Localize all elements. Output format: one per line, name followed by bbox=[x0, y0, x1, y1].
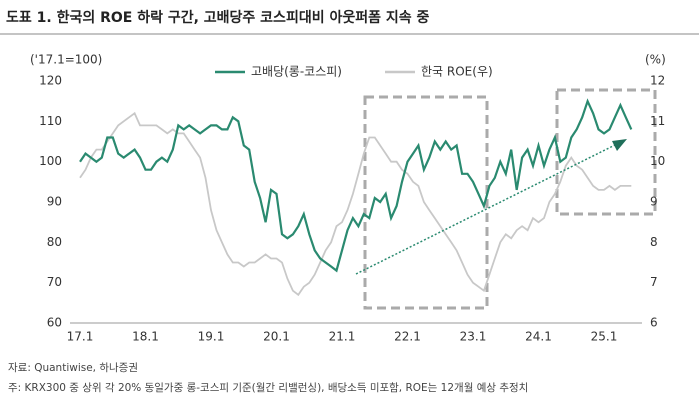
x-tick-label: 17.1 bbox=[67, 330, 94, 344]
arrow-head bbox=[612, 139, 627, 151]
y-tick-label: 110 bbox=[39, 114, 62, 128]
series-line bbox=[79, 98, 633, 273]
trend-arrow bbox=[355, 144, 616, 275]
y-axis-label: ('17.1=100) bbox=[30, 53, 102, 67]
x-tick-label: 18.1 bbox=[132, 330, 159, 344]
y-tick-label: 60 bbox=[47, 316, 62, 330]
y2-tick-label: 8 bbox=[650, 235, 658, 249]
footnote: 주: KRX300 중 상위 각 20% 동일가중 롱-코스피 기준(월간 리밸… bbox=[8, 381, 528, 394]
y-tick-label: 120 bbox=[39, 74, 62, 88]
x-tick-label: 25.1 bbox=[591, 330, 618, 344]
y-tick-label: 70 bbox=[47, 275, 62, 289]
highlight-box bbox=[555, 88, 657, 216]
y2-tick-label: 11 bbox=[650, 114, 665, 128]
y2-tick-label: 9 bbox=[650, 195, 658, 209]
source: 자료: Quantiwise, 하나증권 bbox=[8, 361, 138, 374]
highlight-box bbox=[363, 95, 489, 310]
y2-tick-label: 7 bbox=[650, 275, 658, 289]
chart-title: 도표 1. 한국의 ROE 하락 구간, 고배당주 코스피대비 아웃퍼폼 지속 … bbox=[6, 9, 429, 26]
y2-tick-label: 12 bbox=[650, 74, 665, 88]
legend-label: 고배당(롱-코스피) bbox=[251, 65, 342, 79]
y-tick-label: 90 bbox=[47, 195, 62, 209]
x-tick-label: 22.1 bbox=[394, 330, 421, 344]
legend-label: 한국 ROE(우) bbox=[421, 65, 493, 79]
y2-tick-label: 10 bbox=[650, 154, 665, 168]
y-tick-label: 100 bbox=[39, 154, 62, 168]
x-tick-label: 20.1 bbox=[263, 330, 290, 344]
x-tick-label: 23.1 bbox=[460, 330, 487, 344]
series-line bbox=[79, 111, 632, 297]
y2-axis-label: (%) bbox=[645, 53, 666, 67]
x-tick-label: 19.1 bbox=[198, 330, 225, 344]
x-tick-label: 21.1 bbox=[329, 330, 356, 344]
y2-tick-label: 6 bbox=[650, 316, 658, 330]
x-tick-label: 24.1 bbox=[525, 330, 552, 344]
y-tick-label: 80 bbox=[47, 235, 62, 249]
